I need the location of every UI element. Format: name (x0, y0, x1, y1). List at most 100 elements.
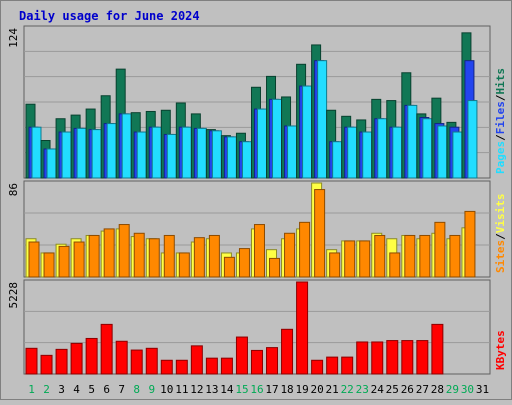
bar-pages-29 (452, 131, 463, 179)
bar-pages-20 (317, 60, 328, 179)
x-tick-label: 16 (250, 383, 263, 396)
bar-pages-26 (407, 104, 418, 179)
bar-pages-8 (136, 131, 147, 179)
bar-pages-9 (151, 126, 162, 179)
ymax-label: 124 (7, 28, 20, 48)
series-label-visits: Visits (494, 194, 507, 234)
bar-pages-5 (91, 129, 102, 179)
bar-kbytes-2 (40, 354, 53, 375)
bar-pages-4 (76, 127, 87, 179)
bar-kbytes-23 (356, 341, 369, 375)
bar-pages-7 (121, 113, 132, 179)
bar-pages-27 (422, 118, 433, 179)
label-separator: / (494, 134, 507, 141)
bar-kbytes-14 (220, 357, 233, 375)
bar-kbytes-20 (311, 359, 324, 375)
bar-pages-28 (437, 125, 448, 179)
bar-sites-6 (103, 228, 115, 278)
bar-kbytes-12 (190, 345, 203, 375)
x-tick-label: 1 (28, 383, 35, 396)
bar-kbytes-28 (431, 323, 444, 375)
x-tick-label: 14 (220, 383, 234, 396)
bar-pages-6 (106, 123, 117, 179)
label-separator: / (494, 233, 507, 240)
bar-sites-29 (449, 234, 461, 278)
bar-kbytes-17 (266, 347, 279, 375)
bar-sites-5 (88, 234, 100, 278)
bar-pages-22 (347, 126, 358, 179)
x-tick-label: 9 (148, 383, 155, 396)
bar-sites-7 (118, 224, 130, 278)
bar-sites-17 (269, 257, 281, 278)
bar-kbytes-6 (100, 323, 113, 375)
bar-pages-19 (302, 85, 313, 179)
bar-sites-2 (43, 252, 55, 278)
bar-kbytes-21 (326, 356, 339, 375)
x-tick-label: 26 (401, 383, 414, 396)
bar-kbytes-1 (25, 347, 38, 375)
bar-pages-25 (392, 126, 403, 179)
bar-sites-3 (58, 245, 70, 278)
x-tick-label: 24 (371, 383, 385, 396)
bar-pages-23 (362, 131, 373, 179)
x-tick-label: 13 (205, 383, 218, 396)
bar-kbytes-25 (386, 340, 399, 375)
x-tick-label: 7 (118, 383, 125, 396)
x-tick-label: 18 (280, 383, 293, 396)
bar-sites-10 (163, 234, 175, 278)
bar-kbytes-16 (250, 349, 263, 375)
bar-pages-2 (46, 148, 57, 179)
bar-sites-30 (464, 210, 476, 278)
bar-pages-1 (31, 126, 42, 179)
bar-pages-17 (272, 98, 283, 179)
bar-pages-30 (467, 100, 478, 179)
bar-kbytes-4 (70, 342, 83, 375)
bar-kbytes-26 (401, 340, 414, 375)
x-tick-label: 12 (190, 383, 203, 396)
bar-sites-25 (389, 252, 401, 278)
bar-sites-11 (178, 252, 190, 278)
bar-sites-4 (73, 241, 85, 278)
series-axis-label: Sites/Visits (494, 194, 507, 274)
series-axis-label: KBytes (494, 330, 507, 370)
x-tick-label: 22 (341, 383, 354, 396)
bar-sites-14 (223, 256, 235, 278)
bar-sites-23 (359, 240, 371, 278)
bar-pages-10 (166, 133, 177, 179)
bar-pages-14 (226, 136, 237, 179)
bar-pages-11 (181, 126, 192, 179)
bar-kbytes-27 (416, 340, 429, 375)
x-tick-label: 4 (73, 383, 80, 396)
label-separator: / (494, 94, 507, 101)
x-tick-label: 19 (295, 383, 308, 396)
bar-kbytes-19 (296, 281, 309, 375)
bar-kbytes-8 (130, 349, 143, 375)
series-label-sites: Sites (494, 240, 507, 273)
bar-kbytes-3 (55, 348, 68, 375)
x-tick-label: 20 (311, 383, 324, 396)
bar-kbytes-7 (115, 340, 128, 375)
x-tick-label: 25 (386, 383, 399, 396)
bar-sites-21 (329, 252, 341, 278)
bar-sites-9 (148, 238, 160, 278)
x-tick-label: 10 (160, 383, 173, 396)
bar-sites-15 (238, 248, 250, 278)
x-tick-label: 17 (265, 383, 278, 396)
series-label-files: Files (494, 101, 507, 134)
x-tick-label: 8 (133, 383, 140, 396)
bar-sites-22 (344, 240, 356, 278)
bar-sites-12 (193, 237, 205, 278)
x-tick-label: 28 (431, 383, 444, 396)
bar-sites-24 (374, 234, 386, 278)
bar-sites-19 (299, 221, 311, 278)
ymax-label: 5228 (7, 282, 20, 309)
bar-sites-27 (419, 234, 431, 278)
x-tick-label: 21 (326, 383, 339, 396)
series-axis-label: Pages/Files/Hits (494, 68, 507, 174)
bar-pages-15 (241, 141, 252, 179)
bar-kbytes-5 (85, 337, 98, 375)
series-label-hits: Hits (494, 68, 507, 95)
bar-pages-18 (287, 125, 298, 179)
